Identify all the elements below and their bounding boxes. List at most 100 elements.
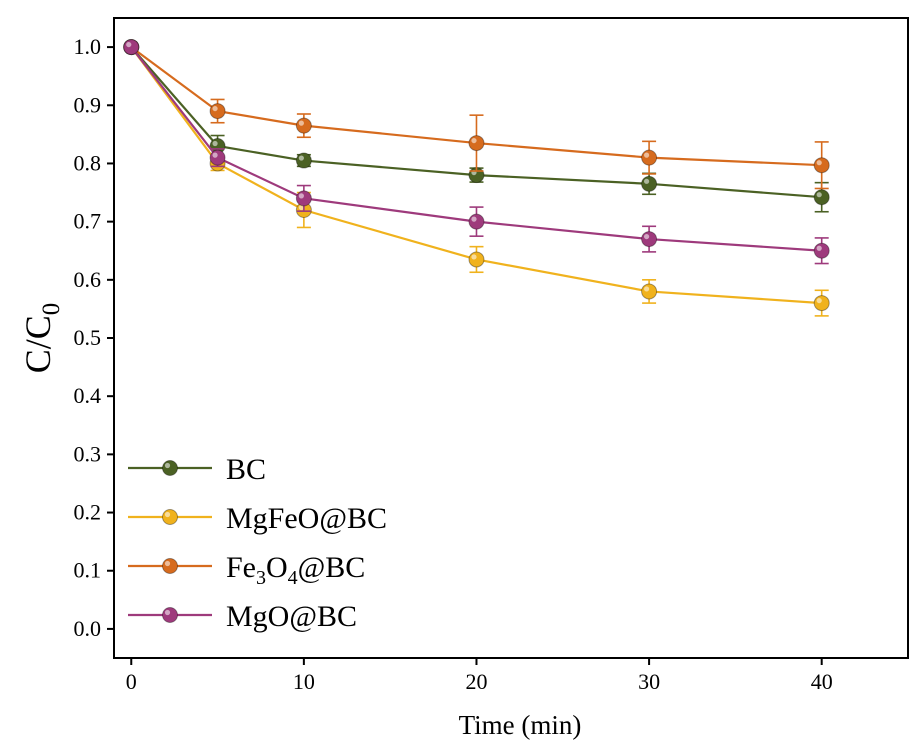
- y-tick-label: 0.6: [74, 267, 102, 292]
- legend-marker-dot: [162, 460, 178, 476]
- data-point-highlight: [816, 192, 822, 198]
- data-point-dot: [813, 295, 830, 312]
- data-point-dot: [295, 117, 312, 134]
- y-tick-label: 0.4: [74, 383, 102, 408]
- legend-marker-highlight: [164, 511, 171, 518]
- data-point-highlight: [471, 137, 477, 144]
- data-point-dot: [123, 39, 140, 56]
- legend-marker-highlight: [164, 560, 171, 567]
- data-point-dot: [813, 189, 830, 206]
- data-point: [468, 213, 485, 230]
- x-tick-label: 20: [465, 669, 487, 694]
- data-point-highlight: [643, 152, 650, 158]
- data-point: [641, 175, 658, 192]
- data-point-highlight: [816, 160, 822, 166]
- legend-label-part: O: [266, 551, 288, 584]
- data-point-highlight: [816, 245, 822, 251]
- legend-label-part: BC: [226, 453, 266, 486]
- legend-label-subscript: 4: [288, 567, 298, 589]
- data-point-dot: [468, 213, 485, 230]
- data-point-highlight: [298, 204, 304, 211]
- data-point: [468, 251, 485, 268]
- data-point-dot: [209, 149, 226, 166]
- legend-item: Fe3O4@BC: [128, 551, 365, 589]
- data-point-highlight: [298, 120, 304, 126]
- legend-marker-dot: [162, 509, 178, 525]
- legend-marker-dot: [162, 558, 178, 574]
- data-point: [641, 149, 658, 166]
- y-tick-label: 1.0: [74, 34, 102, 59]
- legend-item: MgFeO@BC: [128, 502, 387, 535]
- legend-label: BC: [226, 453, 266, 486]
- y-tick-label: 0.2: [74, 500, 102, 525]
- data-point-dot: [813, 242, 830, 259]
- legend-label-part: @BC: [298, 551, 366, 584]
- data-point: [813, 295, 830, 312]
- series-line: [130, 46, 822, 252]
- legend-label: Fe3O4@BC: [226, 551, 365, 589]
- data-point-highlight: [471, 216, 477, 222]
- legend-label-part: MgFeO@BC: [226, 502, 387, 535]
- legend-label-part: MgO@BC: [226, 600, 357, 633]
- series-Fe3O4@BC: [123, 39, 830, 190]
- data-point-dot: [813, 157, 830, 174]
- legend-marker-highlight: [164, 609, 171, 616]
- x-tick-label: 10: [293, 669, 315, 694]
- data-point-dot: [295, 152, 312, 169]
- data-point: [295, 117, 312, 134]
- data-point-highlight: [126, 41, 132, 48]
- data-point-highlight: [643, 178, 650, 184]
- legend-label: MgO@BC: [226, 600, 357, 633]
- data-point-highlight: [298, 155, 304, 161]
- data-point: [209, 103, 226, 120]
- data-point: [295, 152, 312, 169]
- legend-marker: [162, 607, 178, 623]
- data-point-highlight: [212, 140, 218, 147]
- y-tick-label: 0.8: [74, 150, 102, 175]
- legend-marker: [162, 460, 178, 476]
- data-point-dot: [641, 231, 658, 248]
- y-tick-label: 0.0: [74, 616, 102, 641]
- data-point-highlight: [643, 286, 650, 292]
- data-point: [123, 39, 140, 56]
- y-tick-label: 0.7: [74, 209, 102, 234]
- x-axis-title: Time (min): [459, 710, 582, 740]
- data-point: [209, 149, 226, 166]
- data-point: [468, 135, 485, 152]
- x-tick-label: 40: [811, 669, 833, 694]
- y-tick-label: 0.5: [74, 325, 102, 350]
- x-axis-ticks: 0 10 20 30 40: [126, 658, 833, 694]
- legend: BC MgFeO@BC Fe3O4@BC MgO@BC: [128, 453, 387, 633]
- y-axis-ticks: 0.0 0.1 0.2 0.3 0.4 0.5 0.6 0.7 0.8 0.9 1.0: [74, 34, 114, 641]
- data-point-highlight: [212, 152, 218, 158]
- data-point-dot: [468, 251, 485, 268]
- data-point-dot: [209, 103, 226, 120]
- y-axis-title-subscript: 0: [38, 303, 65, 316]
- data-point: [813, 157, 830, 174]
- data-point: [813, 242, 830, 259]
- data-point-highlight: [471, 254, 477, 260]
- data-point-dot: [468, 135, 485, 152]
- series-MgO@BC: [123, 39, 830, 265]
- y-tick-label: 0.1: [74, 558, 102, 583]
- data-point-highlight: [816, 297, 822, 304]
- legend-marker: [162, 509, 178, 525]
- y-tick-label: 0.3: [74, 441, 102, 466]
- legend-label-subscript: 3: [256, 567, 266, 589]
- legend-label-part: Fe: [226, 551, 256, 584]
- data-point-dot: [295, 190, 312, 207]
- series-MgFeO@BC: [123, 39, 830, 317]
- y-axis-title: C/C0: [18, 303, 65, 374]
- legend-marker-dot: [162, 607, 178, 623]
- data-point: [295, 190, 312, 207]
- data-point: [641, 231, 658, 248]
- series-line: [130, 46, 822, 199]
- legend-item: BC: [128, 453, 266, 486]
- legend-item: MgO@BC: [128, 600, 357, 633]
- data-point-dot: [641, 149, 658, 166]
- data-point-highlight: [298, 193, 304, 199]
- y-axis-title-main: C/C: [18, 315, 58, 373]
- x-tick-label: 0: [126, 669, 137, 694]
- legend-label: MgFeO@BC: [226, 502, 387, 535]
